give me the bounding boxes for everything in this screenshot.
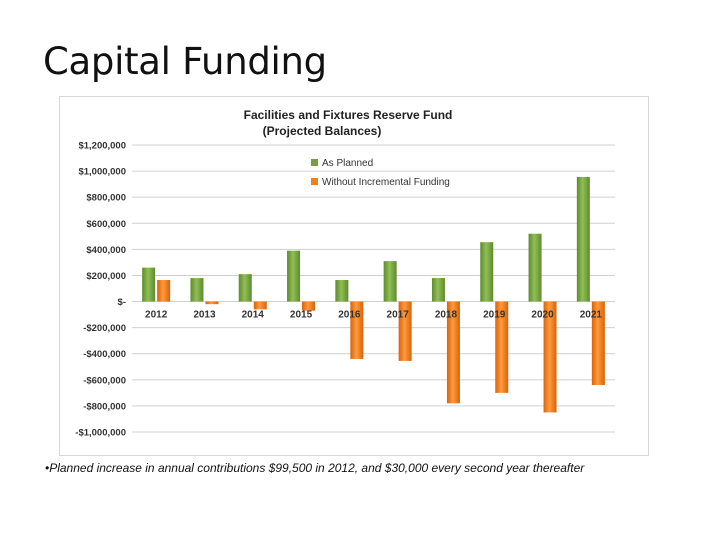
bar-without-incremental	[446, 301, 460, 404]
legend-label-without-incremental: Without Incremental Funding	[322, 177, 450, 188]
y-tick-label: $600,000	[86, 219, 126, 230]
bar-without-incremental	[398, 301, 412, 361]
legend-swatch-as-planned	[311, 159, 318, 166]
bar-as-planned	[238, 274, 252, 302]
chart-title: Facilities and Fixtures Reserve Fund	[244, 108, 453, 122]
y-tick-label: $-	[118, 297, 126, 308]
y-tick-label: $200,000	[86, 271, 126, 282]
gridlines	[132, 144, 615, 433]
bar-as-planned	[528, 233, 542, 302]
x-tick-label: 2020	[531, 310, 554, 321]
legend-label-as-planned: As Planned	[322, 158, 373, 169]
bar-without-incremental	[205, 301, 219, 305]
chart-subtitle: (Projected Balances)	[263, 124, 382, 138]
x-axis-ticks: 2012 2013 2014 2015 2016 2017 2018 2019 2020 2021	[145, 310, 602, 321]
bar-without-incremental	[495, 301, 509, 393]
bar-as-planned	[190, 278, 204, 302]
chart-frame: $1,200,000 $1,000,000 $800,000 $600,000 $400…	[59, 96, 649, 456]
x-tick-label: 2014	[242, 310, 265, 321]
y-tick-label: $1,000,000	[78, 167, 126, 178]
bar-as-planned	[576, 176, 590, 302]
bar-without-incremental	[543, 301, 557, 413]
bar-without-incremental	[253, 301, 267, 310]
y-tick-label: -$800,000	[83, 401, 126, 412]
legend: As Planned Without Incremental Funding	[311, 158, 450, 188]
y-tick-label: $400,000	[86, 245, 126, 256]
x-tick-label: 2012	[145, 310, 168, 321]
x-tick-label: 2013	[193, 310, 216, 321]
y-tick-label: -$400,000	[83, 349, 126, 360]
bar-as-planned	[287, 250, 301, 302]
y-tick-label: -$600,000	[83, 375, 126, 386]
slide-title: Capital Funding	[43, 40, 327, 83]
bar-without-incremental	[302, 301, 316, 311]
legend-item-as-planned: As Planned	[311, 158, 373, 169]
bar-as-planned	[335, 280, 349, 302]
x-tick-label: 2021	[580, 310, 603, 321]
bars	[142, 176, 605, 413]
bar-without-incremental	[157, 280, 171, 302]
bar-as-planned	[480, 242, 494, 302]
y-tick-label: -$1,000,000	[75, 428, 126, 439]
y-tick-label: $800,000	[86, 193, 126, 204]
y-tick-label: $1,200,000	[78, 141, 126, 152]
bar-as-planned	[383, 261, 397, 302]
y-axis-ticks: $1,200,000 $1,000,000 $800,000 $600,000 $400…	[75, 141, 126, 439]
x-tick-label: 2015	[290, 310, 313, 321]
y-tick-label: -$200,000	[83, 323, 126, 334]
bar-without-incremental	[350, 301, 364, 359]
bar-chart: $1,200,000 $1,000,000 $800,000 $600,000 $400…	[75, 108, 615, 439]
legend-item-without-incremental: Without Incremental Funding	[311, 177, 450, 188]
bar-as-planned	[142, 267, 156, 302]
x-tick-label: 2018	[435, 310, 458, 321]
bar-as-planned	[431, 278, 445, 302]
x-tick-label: 2017	[387, 310, 410, 321]
legend-swatch-without-incremental	[311, 178, 318, 185]
bar-without-incremental	[591, 301, 605, 386]
x-tick-label: 2019	[483, 310, 506, 321]
footnote: •Planned increase in annual contribution…	[45, 461, 585, 475]
x-tick-label: 2016	[338, 310, 361, 321]
